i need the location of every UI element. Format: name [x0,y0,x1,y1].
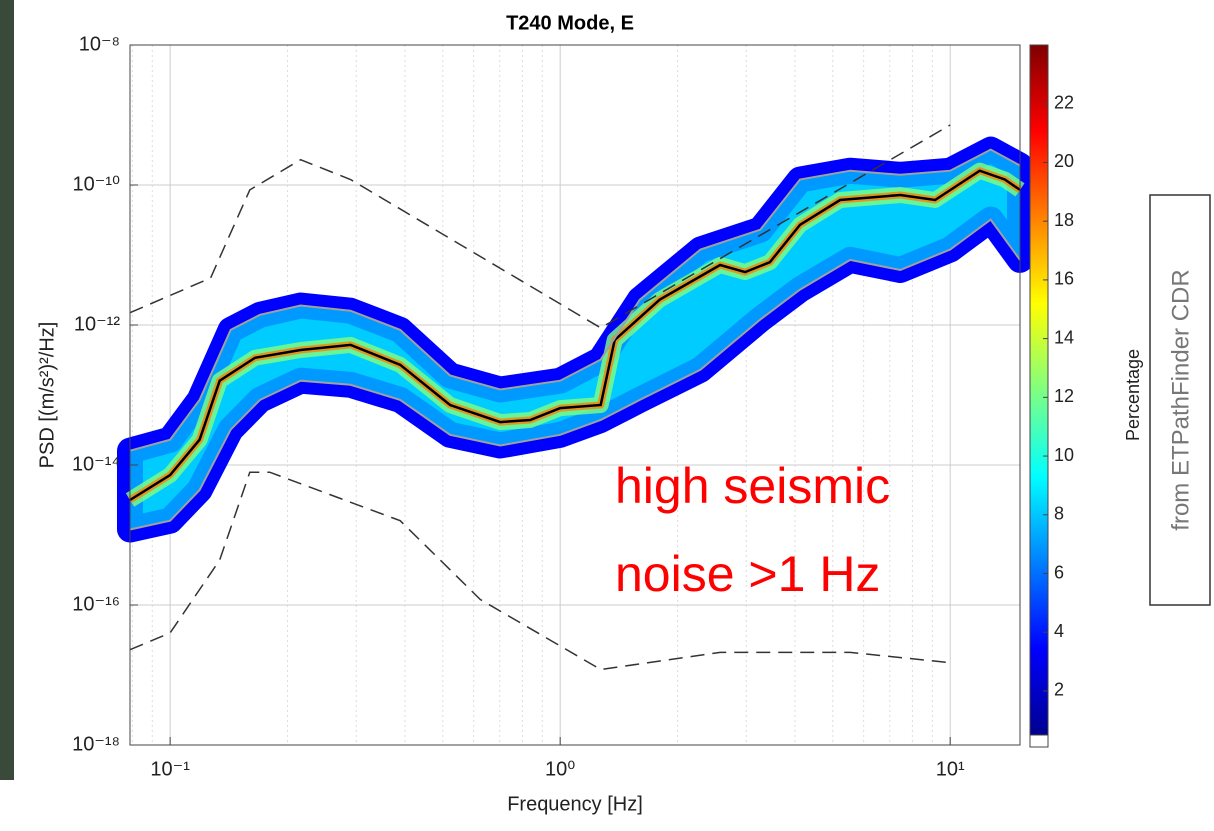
chart-title: T240 Mode, E [506,12,634,34]
axes-frame [129,44,1021,746]
colorbar-tick-label: 12 [1054,386,1074,406]
x-tick-label: 10⁰ [545,758,575,780]
density-core [130,149,1020,530]
colorbar-tick-label: 4 [1054,621,1064,641]
x-tick-label: 10⁻¹ [150,758,190,780]
photo-strip [0,0,14,780]
source-note: from ETPathFinder CDR [1167,269,1194,530]
source-box [1149,194,1211,606]
x-tick-label: 10¹ [936,758,965,780]
colorbar-empty [1029,734,1049,748]
colorbar-tick-label: 18 [1054,210,1074,230]
series-line [129,124,951,329]
y-tick-label: 10⁻¹⁰ [73,173,120,195]
colorbar-tick-label: 14 [1054,327,1074,347]
colorbar-tick-label: 22 [1054,92,1074,112]
colorbar [1029,44,1049,736]
y-tick-label: 10⁻¹² [74,313,120,335]
annotation: high seismic [615,458,890,514]
colorbar-tick-label: 2 [1054,680,1064,700]
y-tick-label: 10⁻⁸ [79,33,120,55]
colorbar-tick-label: 10 [1054,445,1074,465]
series-line [129,218,1021,531]
series-line [129,148,1021,452]
y-tick-label: 10⁻¹⁶ [72,593,120,615]
y-tick-label: 10⁻¹⁸ [72,733,120,755]
colorbar-tick-label: 20 [1054,151,1074,171]
colorbar-tick-label: 16 [1054,269,1074,289]
annotation: noise >1 Hz [615,546,880,602]
y-tick-label: 10⁻¹⁴ [72,453,120,475]
colorbar-tick-label: 6 [1054,562,1064,582]
series-line [129,471,951,671]
colorbar-label: Percentage [1123,349,1143,441]
series-line [129,169,1021,502]
y-axis-label: PSD [(m/s²)²/Hz] [36,322,58,469]
colorbar-tick-label: 8 [1054,504,1064,524]
x-axis-label: Frequency [Hz] [507,793,643,815]
